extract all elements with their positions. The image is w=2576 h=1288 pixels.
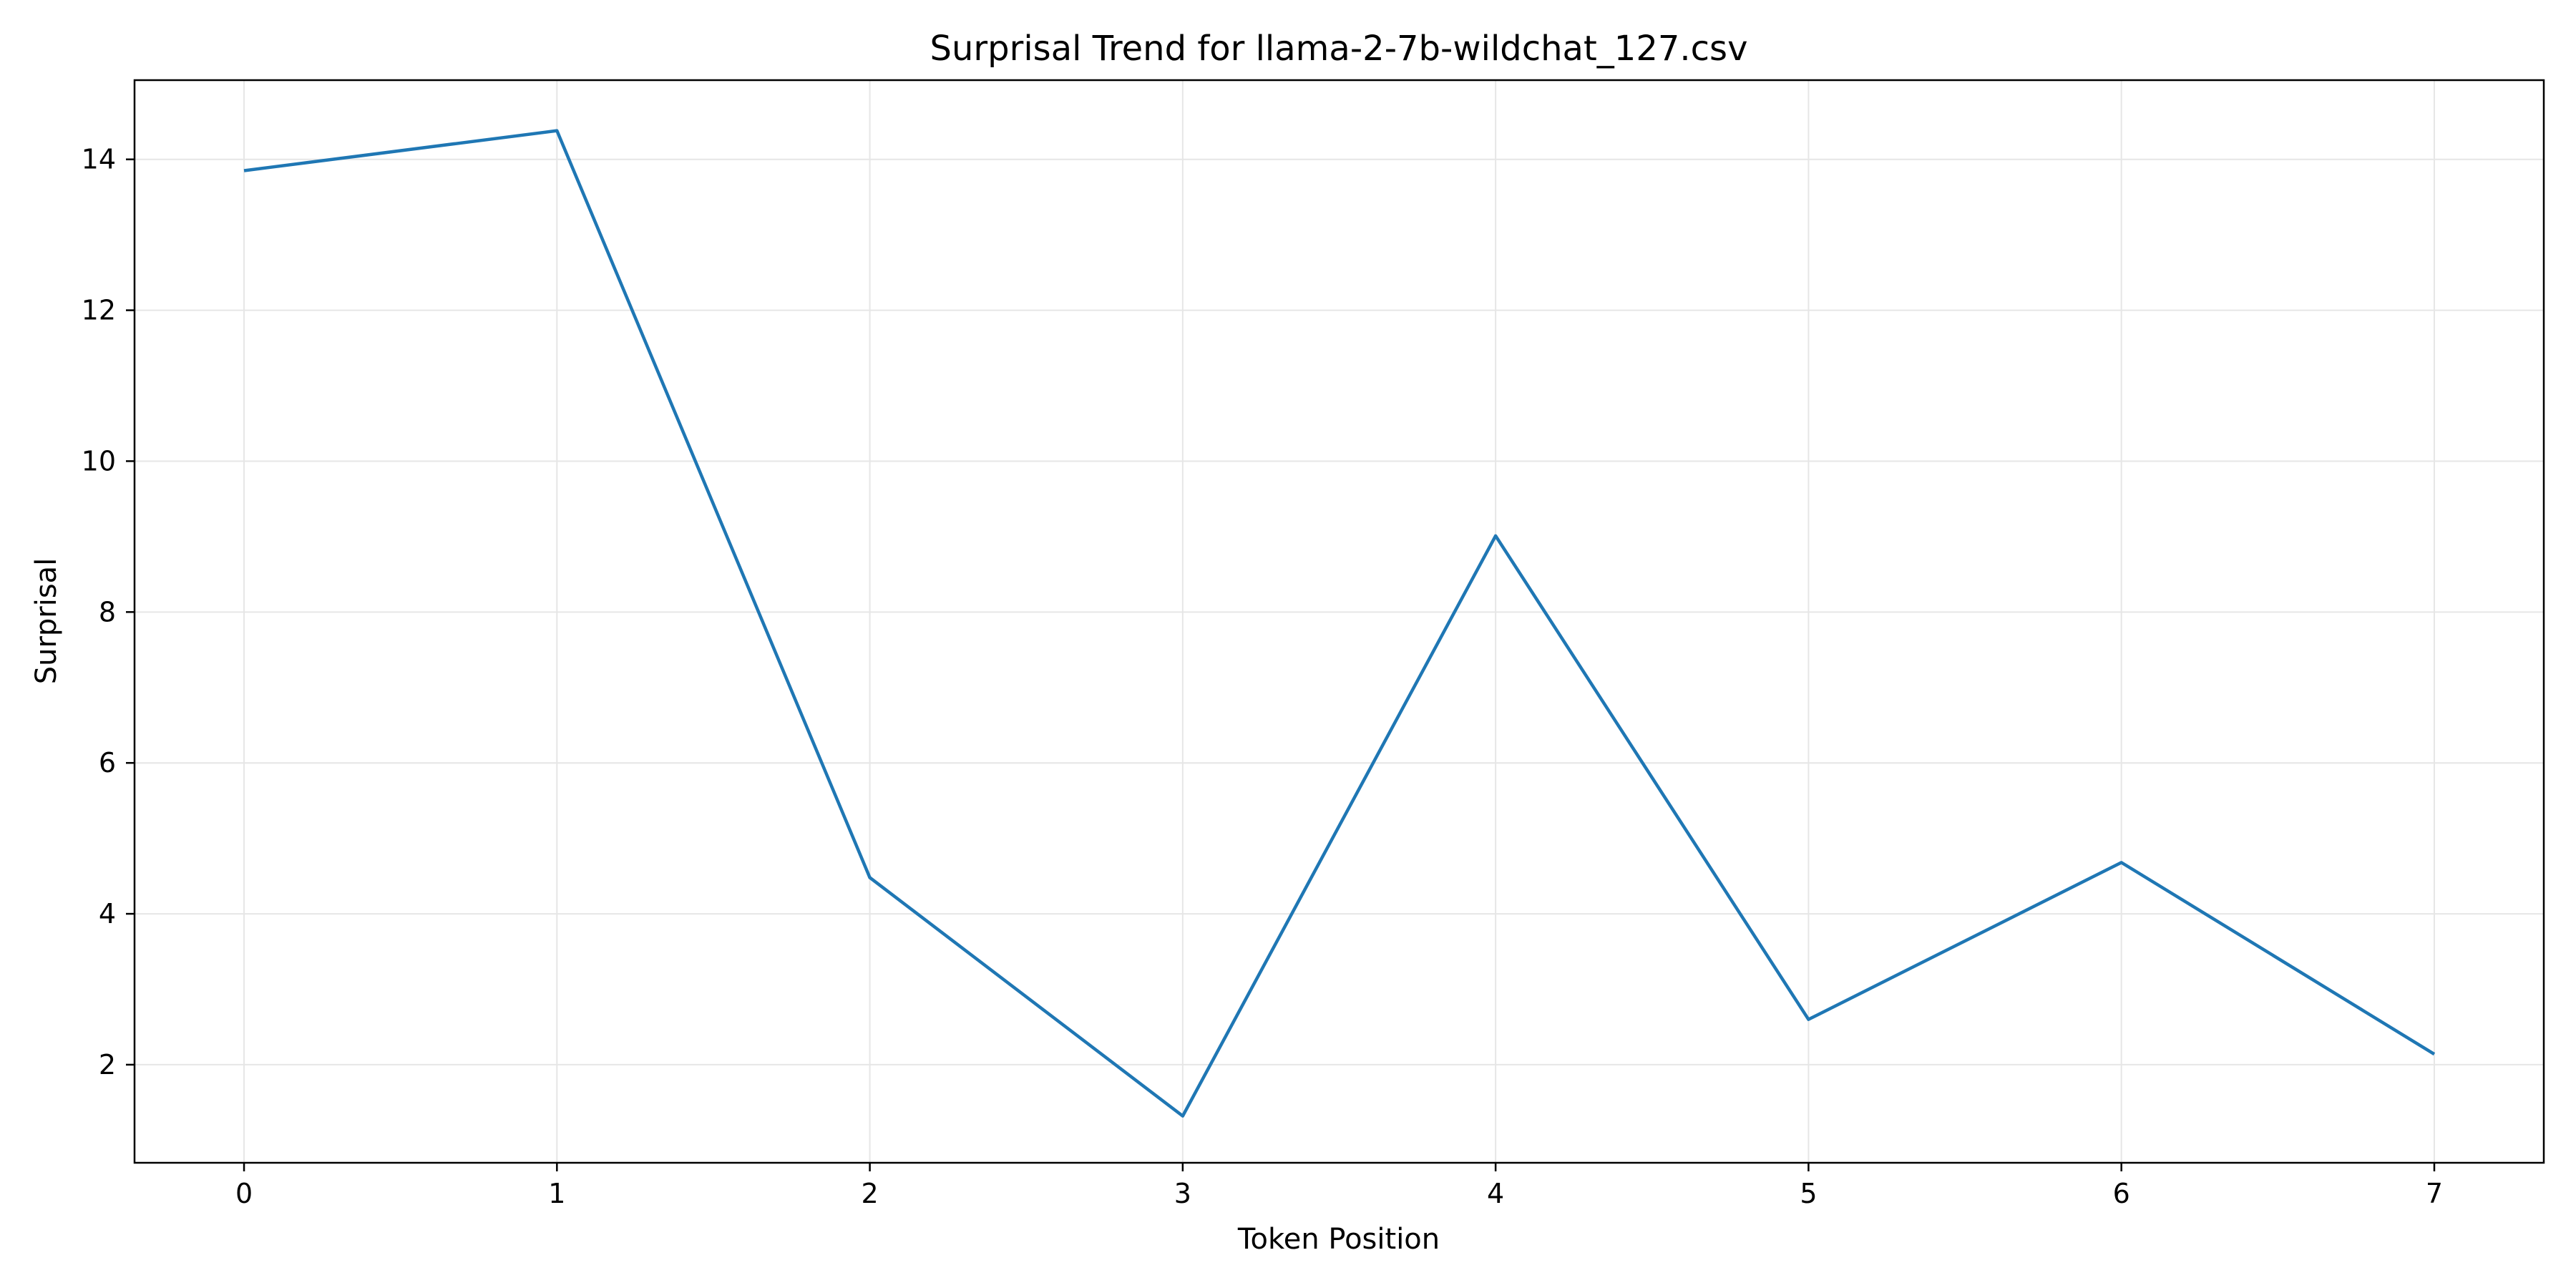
grid — [135, 80, 2544, 1163]
y-tick-label: 2 — [99, 1049, 116, 1080]
y-axis-ticks: 2 4 6 8 10 12 14 — [82, 144, 135, 1080]
y-tick-label: 14 — [82, 144, 116, 175]
x-tick-label: 1 — [548, 1178, 565, 1209]
x-tick-label: 5 — [1800, 1178, 1817, 1209]
x-axis-label: Token Position — [1237, 1223, 1440, 1256]
x-tick-label: 7 — [2426, 1178, 2443, 1209]
y-axis-label: Surprisal — [30, 558, 63, 685]
x-axis-ticks: 0 1 2 3 4 5 6 7 — [235, 1163, 2443, 1209]
x-tick-label: 4 — [1487, 1178, 1504, 1209]
x-tick-label: 0 — [235, 1178, 253, 1209]
y-tick-label: 6 — [99, 747, 116, 779]
series-line — [243, 129, 2436, 1118]
chart-title: Surprisal Trend for llama-2-7b-wildchat_… — [930, 29, 1748, 69]
y-tick-label: 10 — [82, 445, 116, 477]
x-tick-label: 6 — [2113, 1178, 2130, 1209]
y-tick-label: 12 — [82, 295, 116, 326]
x-tick-label: 2 — [861, 1178, 878, 1209]
y-tick-label: 8 — [99, 596, 116, 628]
plot-frame — [133, 79, 2545, 1164]
series-layer — [243, 129, 2436, 1118]
x-tick-label: 3 — [1174, 1178, 1191, 1209]
y-tick-label: 4 — [99, 898, 116, 930]
